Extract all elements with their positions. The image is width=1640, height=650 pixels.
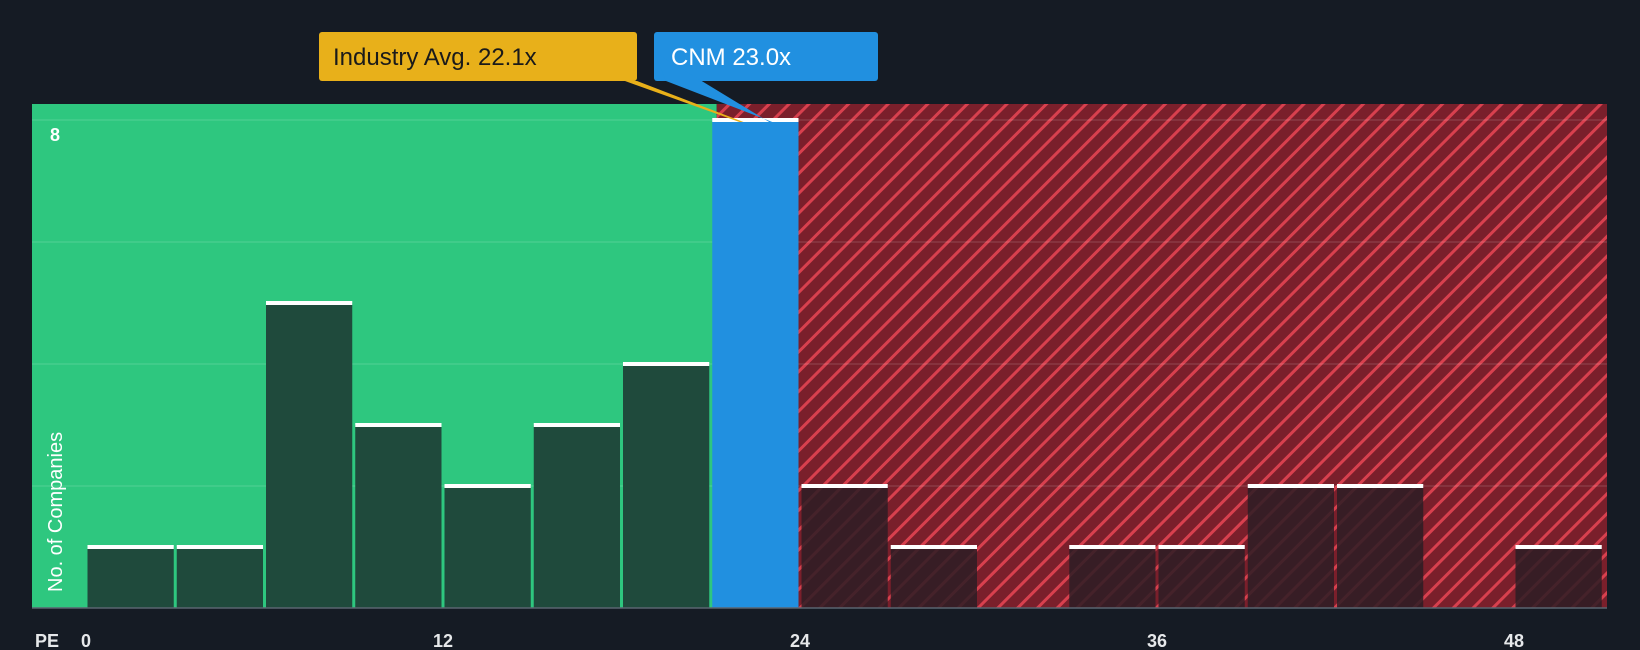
bar-cap [1247,484,1334,488]
bar-cap [1337,484,1424,488]
bar-cap [176,545,263,549]
y-max-label: 8 [50,125,60,145]
histogram-bar [355,425,442,608]
histogram-bar [623,364,710,608]
x-tick-label: 24 [790,631,810,650]
industry-avg-callout-box [319,32,637,81]
histogram-bar [1247,486,1334,608]
histogram-bar [266,303,353,608]
histogram-bar [87,547,174,608]
histogram-bar [1069,547,1156,608]
callouts: Industry Avg. 22.1x CNM 23.0x [319,32,878,122]
histogram-bars [87,118,1602,608]
bar-cap [801,484,888,488]
bar-cap [712,118,799,122]
histogram-bar [1337,486,1424,608]
x-tick-label: 12 [433,631,453,650]
histogram-bar [176,547,263,608]
bar-cap [355,423,442,427]
bar-cap [1069,545,1156,549]
industry-avg-pointer [625,81,744,122]
company-pe-label: CNM 23.0x [671,44,791,71]
company-pe-callout-box [654,32,878,81]
y-axis-label: No. of Companies [45,432,67,592]
bar-cap [1158,545,1245,549]
histogram-bar [801,486,888,608]
x-axis-label: PE [35,631,59,650]
x-tick-label: 48 [1504,631,1524,650]
bar-cap [890,545,977,549]
bar-cap [444,484,531,488]
bar-cap [533,423,620,427]
industry-avg-label: Industry Avg. 22.1x [333,44,537,71]
histogram-bar [1158,547,1245,608]
bar-cap [266,301,353,305]
x-tick-label: 36 [1147,631,1167,650]
x-tick-label: 0 [81,631,91,650]
histogram-bar [444,486,531,608]
histogram-bar [533,425,620,608]
bar-cap [1515,545,1602,549]
histogram-bar [712,120,799,608]
bar-cap [623,362,710,366]
bar-cap [87,545,174,549]
histogram-bar [890,547,977,608]
histogram-bar [1515,547,1602,608]
